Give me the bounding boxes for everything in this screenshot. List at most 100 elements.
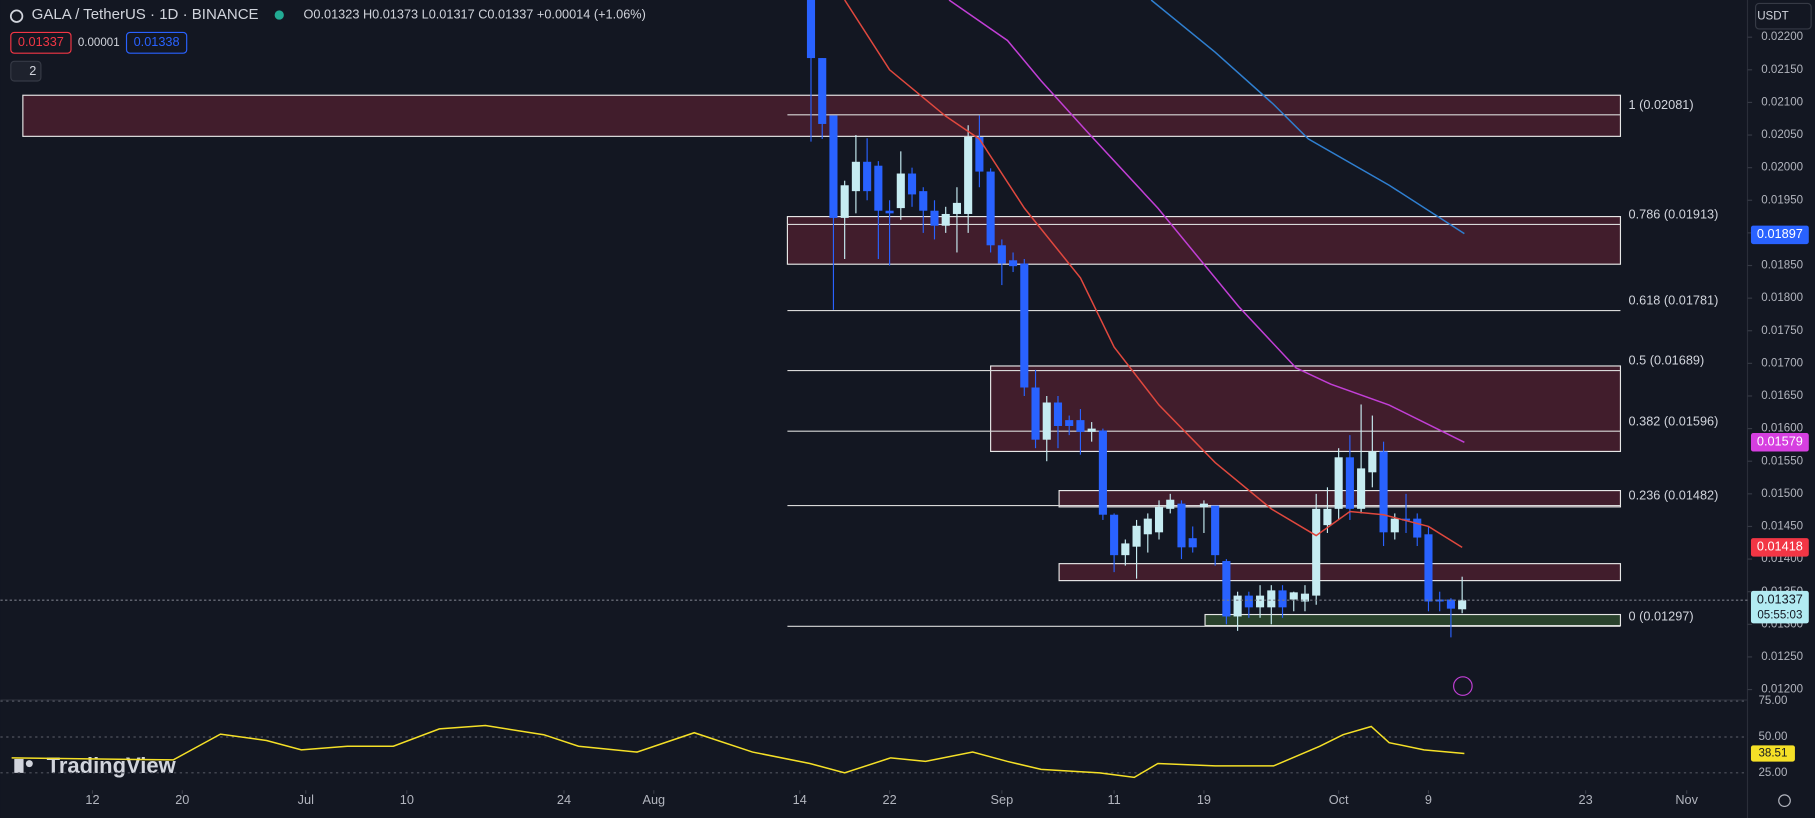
fib-label: 0.236 (0.01482) bbox=[1629, 488, 1719, 503]
fib-label: 0.618 (0.01781) bbox=[1629, 293, 1719, 308]
y-tick-label: 0.02050 bbox=[1761, 129, 1803, 141]
moving-average bbox=[948, 0, 1465, 443]
candle-body bbox=[829, 115, 838, 218]
y-tick-label: 0.02000 bbox=[1761, 162, 1803, 174]
last-price-label: 0.01337 bbox=[1757, 592, 1803, 607]
x-tick-label: 10 bbox=[400, 792, 414, 807]
last-price-tag bbox=[1750, 590, 1809, 624]
candle-body bbox=[1222, 561, 1231, 617]
zone bbox=[1058, 563, 1622, 582]
candle-body bbox=[1413, 518, 1422, 538]
sell-button[interactable] bbox=[10, 31, 72, 54]
candle-body bbox=[1357, 468, 1366, 509]
candle-body bbox=[1177, 503, 1186, 548]
candle-body bbox=[1132, 525, 1141, 547]
plot bbox=[806, 0, 1467, 638]
y-tick-label: 0.01750 bbox=[1761, 325, 1803, 337]
y-tick-label: 0.01800 bbox=[1761, 292, 1803, 304]
candle-body bbox=[907, 173, 917, 195]
currency[interactable]: USDT bbox=[1757, 10, 1788, 22]
rsi-tick-label: 25.00 bbox=[1758, 767, 1787, 779]
candle-body bbox=[818, 58, 827, 124]
candle-body bbox=[1188, 538, 1197, 548]
zone bbox=[990, 365, 1622, 453]
x-tick-label: 12 bbox=[85, 792, 99, 807]
candle-body bbox=[1390, 518, 1399, 533]
bid[interactable]: 0.01337 bbox=[18, 34, 64, 49]
candle-body bbox=[874, 165, 883, 211]
candle-body bbox=[986, 171, 995, 246]
price-tag-label: 0.01897 bbox=[1757, 226, 1803, 241]
candle-body bbox=[1334, 457, 1343, 509]
candle-body bbox=[930, 210, 939, 226]
zone bbox=[1204, 613, 1622, 627]
currency-button[interactable] bbox=[1755, 2, 1812, 30]
price-tag bbox=[1750, 433, 1809, 452]
candle-body bbox=[1121, 543, 1130, 556]
y-tick-label: 0.02200 bbox=[1761, 31, 1803, 43]
candle-body bbox=[1020, 263, 1029, 388]
market-status bbox=[274, 10, 284, 20]
spread: 0.00001 bbox=[78, 37, 120, 49]
candle-body bbox=[952, 202, 961, 214]
y-tick-label: 0.01700 bbox=[1761, 357, 1803, 369]
price-tag bbox=[1750, 225, 1809, 245]
y-tick-label: 0.01650 bbox=[1761, 390, 1803, 402]
candle-body bbox=[1199, 503, 1208, 507]
candle-body bbox=[1312, 508, 1321, 596]
x-tick-label: 11 bbox=[1108, 792, 1121, 807]
candle-body bbox=[1446, 599, 1455, 609]
zone bbox=[786, 216, 1622, 265]
candle-body bbox=[896, 173, 905, 209]
candle-body bbox=[851, 161, 860, 192]
candle-body bbox=[1323, 508, 1332, 526]
candle-body bbox=[1042, 402, 1051, 440]
x-tick-label: 9 bbox=[1425, 792, 1432, 807]
y-tick-label: 0.01600 bbox=[1761, 423, 1803, 435]
ask[interactable]: 0.01338 bbox=[134, 34, 180, 49]
candle-body bbox=[1031, 387, 1040, 440]
candle-body bbox=[1166, 499, 1175, 509]
fib-label: 1 (0.02081) bbox=[1629, 97, 1694, 112]
buy-button[interactable] bbox=[125, 31, 188, 54]
y-tick-label: 0.02100 bbox=[1761, 96, 1803, 108]
candle-body bbox=[1458, 600, 1467, 610]
rsi-tick-label: 50.00 bbox=[1758, 731, 1787, 743]
fib-label: 0 (0.01297) bbox=[1629, 608, 1694, 623]
fib-label: 0.382 (0.01596) bbox=[1629, 413, 1719, 428]
x-tick-label: 19 bbox=[1197, 792, 1211, 807]
candle-body bbox=[1435, 599, 1444, 602]
candle-body bbox=[885, 210, 894, 214]
settings-icon[interactable] bbox=[1778, 794, 1791, 808]
alert-icon[interactable] bbox=[1453, 676, 1473, 696]
rsi-tick-label: 75.00 bbox=[1758, 695, 1787, 707]
symbol-title[interactable]: GALA / TetherUS · 1D · BINANCE bbox=[32, 6, 259, 23]
indicator-count[interactable]: 2 bbox=[29, 63, 36, 78]
x-tick-label: 23 bbox=[1579, 792, 1593, 807]
x-tick-label: 20 bbox=[175, 792, 189, 807]
y-tick-label: 0.01450 bbox=[1761, 521, 1803, 533]
y-tick-label: 0.01500 bbox=[1761, 488, 1803, 500]
x-tick-label: 24 bbox=[557, 792, 571, 807]
y-tick-label: 0.01850 bbox=[1761, 260, 1803, 272]
candle-body bbox=[1267, 590, 1276, 608]
fib-label: 0.786 (0.01913) bbox=[1629, 207, 1719, 222]
candle-body bbox=[1065, 420, 1074, 426]
indicators-toggle[interactable] bbox=[10, 60, 42, 82]
candle-body bbox=[964, 136, 973, 214]
rsi-tag-label: 38.51 bbox=[1758, 748, 1787, 760]
candle-body bbox=[941, 213, 950, 226]
candle-body bbox=[1368, 451, 1377, 473]
price-tag-label: 0.01579 bbox=[1757, 434, 1803, 449]
fib-label: 0.5 (0.01689) bbox=[1629, 353, 1705, 368]
price-tag bbox=[1750, 538, 1809, 557]
x-tick-label: Sep bbox=[991, 792, 1014, 807]
candle-body bbox=[1053, 402, 1063, 426]
x-tick-label: Nov bbox=[1675, 792, 1698, 807]
candle-body bbox=[1401, 518, 1411, 521]
candle-body bbox=[1110, 514, 1119, 556]
logo-mark bbox=[25, 760, 33, 768]
x-tick-label: 14 bbox=[793, 792, 807, 807]
y-tick-label: 0.02150 bbox=[1761, 64, 1803, 76]
